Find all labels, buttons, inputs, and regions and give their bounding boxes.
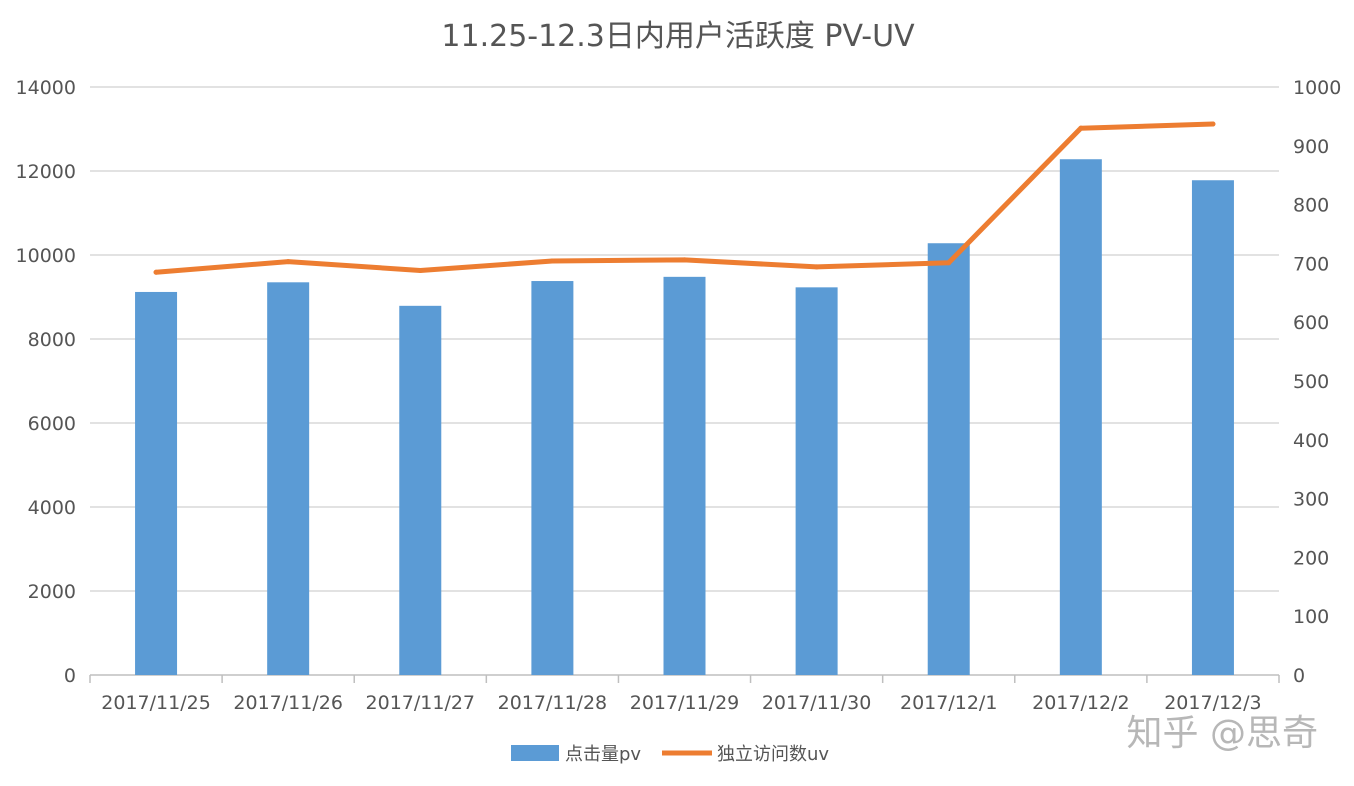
y-right-tick-label: 600: [1293, 312, 1329, 334]
x-tick-label: 2017/11/30: [762, 692, 872, 714]
point-uv: [814, 264, 820, 270]
chart-title: 11.25-12.3日内用户活跃度 PV-UV: [441, 19, 915, 54]
point-uv: [285, 259, 291, 265]
y-right-tick-label: 500: [1293, 371, 1329, 393]
y-right-tick-label: 1000: [1293, 77, 1341, 99]
y-right-tick-label: 300: [1293, 489, 1329, 511]
x-tick-label: 2017/12/1: [900, 692, 997, 714]
bar-pv: [795, 287, 838, 675]
point-uv: [946, 260, 952, 266]
x-tick-label: 2017/11/29: [630, 692, 740, 714]
bar-pv: [663, 276, 706, 675]
axes: [89, 674, 1280, 683]
y-right-tick-label: 0: [1293, 665, 1305, 687]
y-right-tick-label: 100: [1293, 606, 1329, 628]
tick-labels: 0 2000 4000 6000 8000 10000 12000 14000 0 100 200 3…: [16, 77, 1342, 714]
bar-pv: [267, 282, 310, 675]
bar-pv: [531, 281, 574, 675]
x-tick-label: 2017/11/25: [101, 692, 211, 714]
line-uv: [153, 121, 1216, 275]
line-series-uv: [153, 121, 1216, 275]
bar-series-pv: [135, 159, 1234, 676]
y-right-tick-label: 400: [1293, 430, 1329, 452]
point-uv: [153, 269, 159, 275]
y-left-tick-label: 14000: [16, 77, 76, 99]
y-left-tick-label: 4000: [28, 497, 76, 519]
legend-label-uv: 独立访问数uv: [717, 744, 829, 765]
bar-pv: [1191, 180, 1234, 676]
y-right-tick-label: 900: [1293, 136, 1329, 158]
point-uv: [682, 257, 687, 263]
bar-pv: [399, 305, 442, 675]
x-tick-label: 2017/11/26: [233, 692, 343, 714]
point-uv: [417, 267, 423, 273]
x-tick-label: 2017/11/28: [498, 692, 608, 714]
legend-swatch-pv: [511, 745, 559, 761]
point-uv: [1210, 121, 1216, 127]
x-tick-label: 2017/11/27: [366, 692, 476, 714]
point-uv: [1078, 125, 1084, 131]
bar-pv: [1059, 159, 1102, 676]
y-right-tick-label: 800: [1293, 195, 1329, 217]
point-uv: [549, 258, 555, 264]
y-left-tick-label: 12000: [16, 161, 76, 183]
y-left-tick-label: 8000: [28, 329, 76, 351]
legend: 点击量pv 独立访问数uv: [511, 744, 829, 765]
y-left-tick-label: 10000: [16, 245, 76, 267]
watermark: 知乎 @思奇: [1127, 713, 1318, 754]
legend-label-pv: 点击量pv: [565, 744, 641, 765]
y-right-tick-label: 200: [1293, 547, 1329, 569]
y-left-tick-label: 6000: [28, 413, 76, 435]
y-right-tick-label: 700: [1293, 253, 1329, 275]
x-tick-label: 2017/12/2: [1032, 692, 1129, 714]
bar-pv: [927, 243, 970, 676]
y-left-tick-label: 2000: [28, 581, 76, 603]
y-left-tick-label: 0: [64, 665, 76, 687]
x-tick-label: 2017/12/3: [1164, 692, 1261, 714]
bar-pv: [135, 291, 178, 675]
